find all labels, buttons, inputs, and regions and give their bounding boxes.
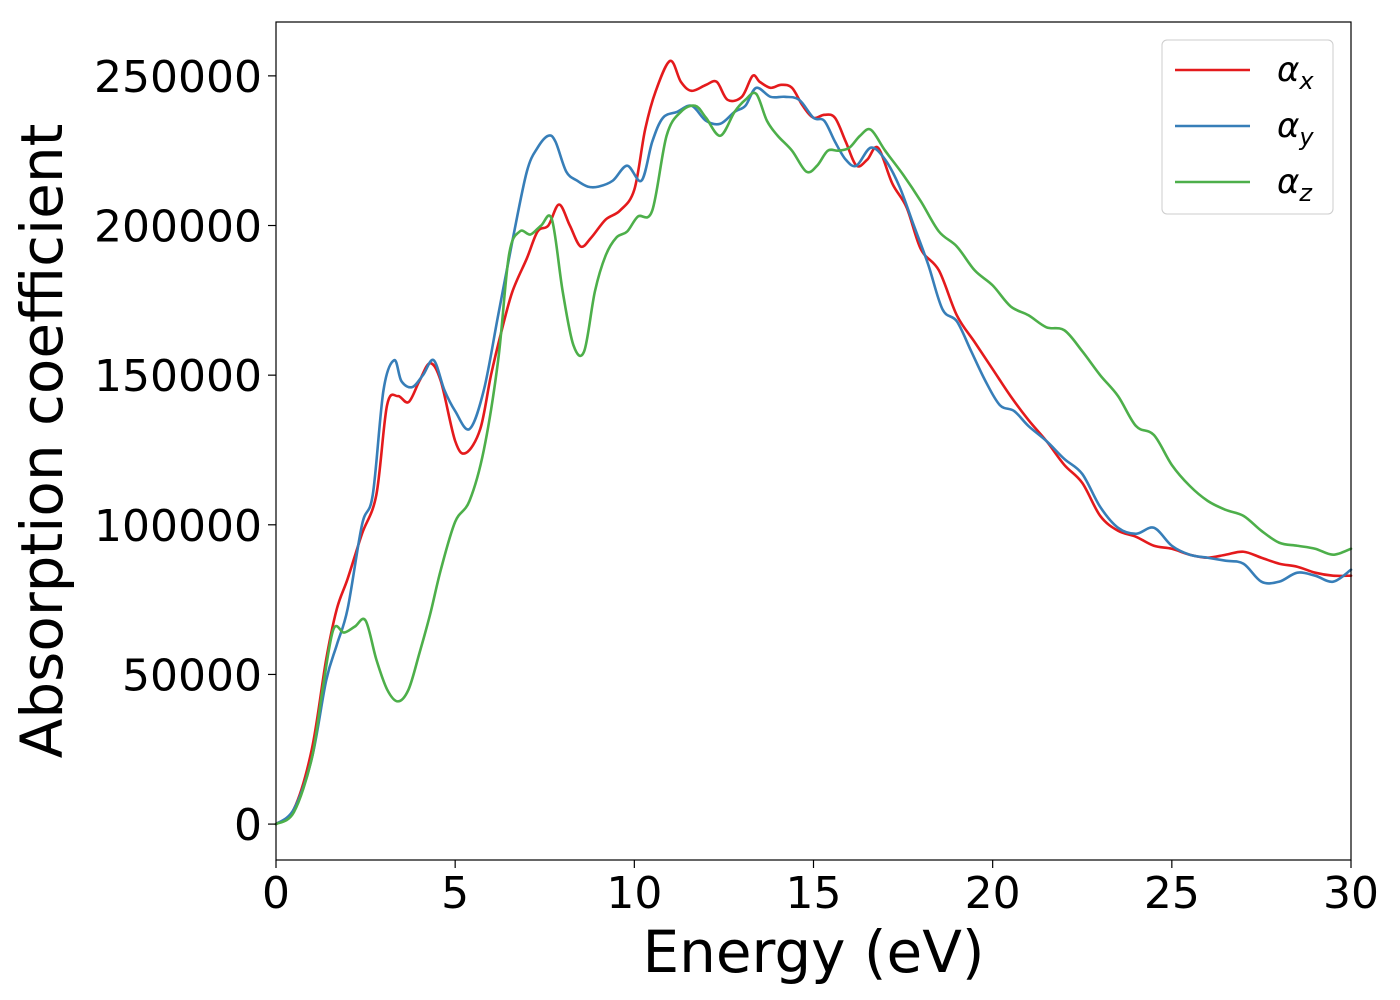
legend-label-x: αx xyxy=(1277,50,1314,95)
x-tick-label: 15 xyxy=(786,868,842,919)
x-tick-label: 25 xyxy=(1144,868,1200,919)
y-tick-label: 0 xyxy=(234,800,262,851)
x-tick-label: 20 xyxy=(965,868,1021,919)
series-line-z xyxy=(274,91,1353,826)
y-tick-label: 50000 xyxy=(122,650,262,701)
legend: αx αy αz xyxy=(1161,39,1334,215)
x-axis-title: Energy (eV) xyxy=(642,918,984,986)
x-tick-label: 5 xyxy=(441,868,469,919)
y-tick-label: 100000 xyxy=(94,501,262,552)
x-axis-ticks: 0 5 10 15 20 25 30 xyxy=(262,860,1379,919)
legend-label-z: αz xyxy=(1277,162,1313,207)
x-tick-label: 10 xyxy=(606,868,662,919)
y-tick-label: 250000 xyxy=(94,52,262,103)
y-tick-label: 200000 xyxy=(94,202,262,253)
y-axis-ticks: 0 50000 100000 150000 200000 250000 xyxy=(94,52,276,851)
legend-entries: αx αy αz xyxy=(1175,50,1314,207)
series-line-y xyxy=(274,86,1353,826)
x-tick-label: 30 xyxy=(1323,868,1379,919)
y-axis-title: Absorption coefficient xyxy=(8,124,76,759)
y-tick-label: 150000 xyxy=(94,351,262,402)
series-layer xyxy=(274,59,1353,826)
legend-label-y: αy xyxy=(1277,106,1314,151)
x-tick-label: 0 xyxy=(262,868,290,919)
